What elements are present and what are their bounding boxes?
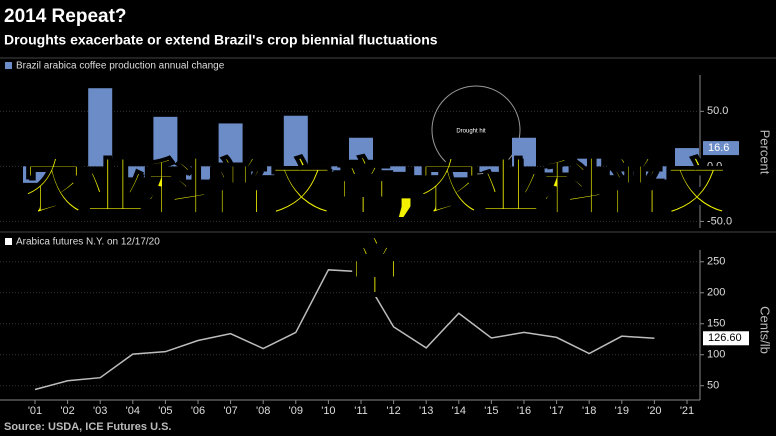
x-tick-label: '12	[386, 405, 400, 417]
y-tick-label: 0.0	[707, 160, 722, 172]
title: 2014 Repeat?	[4, 6, 127, 27]
x-tick-label: '19	[615, 405, 629, 417]
legend-label: Arabica futures N.Y. on 12/17/20	[16, 237, 160, 248]
x-tick-label: '18	[582, 405, 596, 417]
line	[34, 269, 655, 391]
legend-label: Brazil arabica coffee production annual …	[16, 61, 225, 72]
y-tick-label: 200	[707, 287, 725, 299]
x-tick-label: '02	[60, 405, 74, 417]
subtitle: Droughts exacerbate or extend Brazil's c…	[4, 32, 438, 48]
x-tick-label: '13	[419, 405, 433, 417]
legend-swatch	[5, 238, 12, 245]
x-tick-label: '21	[680, 405, 694, 417]
bar	[609, 166, 634, 176]
x-tick-label: '06	[191, 405, 205, 417]
annotation: Drought hit	[456, 129, 486, 135]
value-label-box	[703, 331, 749, 346]
x-tick-label: '08	[256, 405, 270, 417]
value-label: 126.60	[708, 332, 742, 344]
bar	[512, 137, 536, 167]
x-tick-label: '10	[321, 405, 335, 417]
y-tick-label: 50	[707, 380, 719, 392]
overlay-text: 农业科普文章,农业科普文章	[21, 150, 729, 305]
x-tick-label: '15	[484, 405, 498, 417]
x-tick-label: '01	[28, 405, 42, 417]
y-tick-label: 250	[707, 256, 725, 268]
x-tick-label: '14	[452, 405, 466, 417]
bar	[218, 123, 243, 167]
bar	[414, 166, 439, 176]
bar	[186, 166, 210, 180]
x-tick-label: '04	[126, 405, 140, 417]
legend-swatch	[5, 62, 12, 69]
x-tick-label: '20	[647, 405, 661, 417]
x-tick-label: '16	[517, 405, 531, 417]
axis-title: Percent	[758, 130, 773, 175]
value-label-box	[703, 141, 739, 156]
x-tick-label: '03	[93, 405, 107, 417]
bar	[88, 88, 113, 167]
bar	[381, 166, 406, 172]
bar	[55, 166, 80, 172]
bar	[446, 166, 471, 178]
x-tick-label: '05	[158, 405, 172, 417]
bar	[251, 166, 276, 176]
bar	[349, 137, 373, 167]
x-tick-label: '09	[289, 405, 303, 417]
annotation-circle	[431, 85, 521, 175]
bar	[120, 166, 145, 178]
bar	[544, 166, 569, 178]
y-tick-label: 100	[707, 349, 725, 361]
value-label: 16.6	[708, 142, 729, 154]
bar	[153, 116, 178, 167]
x-tick-label: '07	[223, 405, 237, 417]
y-tick-label: 50.0	[707, 105, 728, 117]
bar	[23, 166, 47, 183]
y-tick-label: 150	[707, 318, 725, 330]
x-tick-label: '17	[549, 405, 563, 417]
x-tick-label: '11	[354, 405, 368, 417]
source: Source: USDA, ICE Futures U.S.	[4, 421, 171, 433]
bar	[316, 166, 341, 172]
bar	[642, 166, 667, 180]
axis-title: Cents/lb	[758, 306, 773, 354]
bar	[479, 166, 504, 172]
bar	[577, 158, 602, 167]
bar	[283, 115, 308, 167]
bar	[675, 148, 699, 167]
y-tick-label: -50.0	[707, 215, 732, 227]
